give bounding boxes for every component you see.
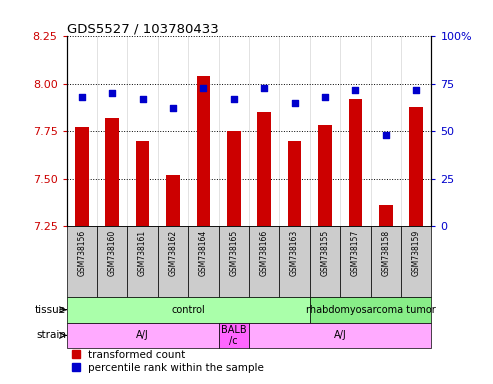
Bar [218,323,249,348]
Point [139,96,146,102]
Text: A/J: A/J [136,330,149,340]
Bar [67,323,218,348]
Bar [166,175,180,226]
Text: GSM738165: GSM738165 [229,229,238,276]
Bar [227,131,241,226]
Text: strain: strain [36,330,66,340]
Text: GSM738155: GSM738155 [320,229,329,276]
Text: GSM738161: GSM738161 [138,229,147,276]
Bar [188,226,218,297]
Text: A/J: A/J [334,330,347,340]
Text: GSM738157: GSM738157 [351,229,360,276]
Point [260,84,268,91]
Bar [218,226,249,297]
Text: GSM738160: GSM738160 [107,229,117,276]
Text: GSM738158: GSM738158 [381,229,390,276]
Text: GSM738156: GSM738156 [77,229,86,276]
Bar [349,99,362,226]
Bar [371,226,401,297]
Bar [340,226,371,297]
Bar [249,323,431,348]
Bar [310,297,431,323]
Point [78,94,86,100]
Point [199,84,208,91]
Text: GDS5527 / 103780433: GDS5527 / 103780433 [67,22,218,35]
Text: GSM738166: GSM738166 [260,229,269,276]
Bar [67,226,97,297]
Text: tissue: tissue [35,305,66,315]
Bar [197,76,210,226]
Text: GSM738163: GSM738163 [290,229,299,276]
Text: GSM738162: GSM738162 [169,229,177,276]
Point [230,96,238,102]
Bar [106,118,119,226]
Point [321,94,329,100]
Legend: transformed count, percentile rank within the sample: transformed count, percentile rank withi… [72,350,264,373]
Text: GSM738164: GSM738164 [199,229,208,276]
Text: rhabdomyosarcoma tumor: rhabdomyosarcoma tumor [306,305,435,315]
Bar [280,226,310,297]
Bar [401,226,431,297]
Bar [379,205,392,226]
Point [352,86,359,93]
Bar [409,106,423,226]
Bar [318,126,332,226]
Bar [67,297,310,323]
Point [291,100,299,106]
Bar [136,141,149,226]
Bar [127,226,158,297]
Bar [257,112,271,226]
Text: BALB
/c: BALB /c [221,324,246,346]
Bar [75,127,89,226]
Text: GSM738159: GSM738159 [412,229,421,276]
Text: control: control [171,305,205,315]
Bar [249,226,280,297]
Bar [97,226,127,297]
Point [382,132,389,138]
Point [412,86,420,93]
Bar [158,226,188,297]
Point [169,105,177,111]
Point [108,90,116,96]
Bar [310,226,340,297]
Bar [288,141,301,226]
